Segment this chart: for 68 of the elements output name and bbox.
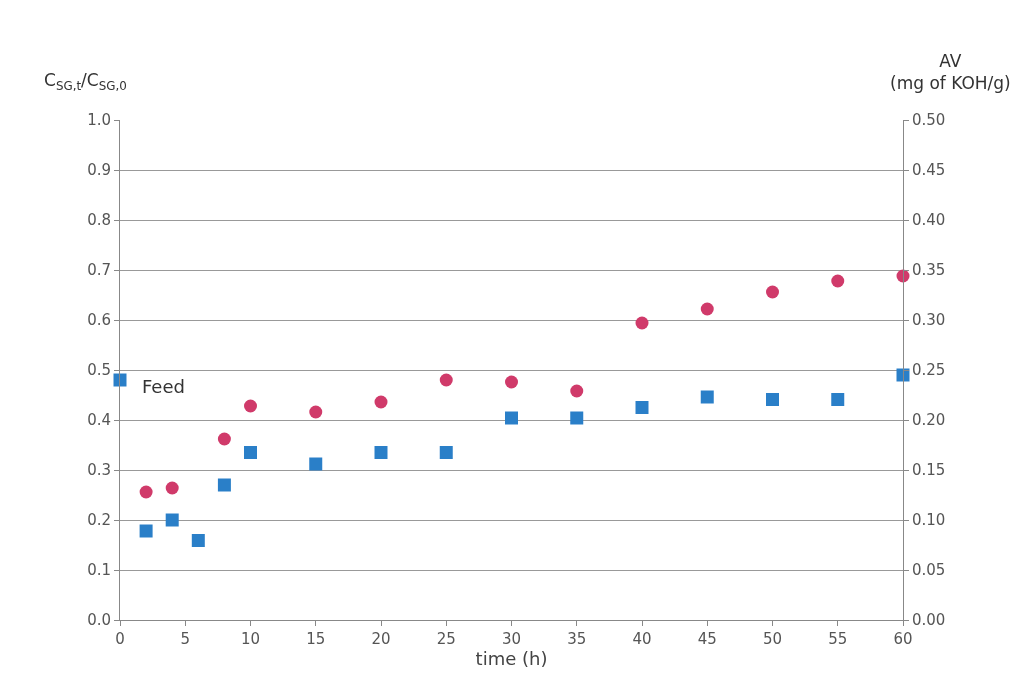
y2-tick-label: 0.40 [912, 211, 946, 230]
point [766, 393, 779, 406]
point [244, 399, 257, 413]
point [635, 401, 649, 414]
point [374, 395, 388, 409]
y2-tick-label: 0.10 [912, 511, 946, 530]
y2-tick-label: 0.05 [912, 561, 946, 580]
y2-tick-label: 0.30 [912, 311, 946, 330]
y2-tick-label: 0.25 [912, 361, 946, 380]
y2-tick-label: 0.15 [912, 461, 946, 480]
y-tick-label: 0.9 [87, 161, 111, 180]
point [766, 285, 779, 299]
point [570, 411, 584, 425]
point [139, 485, 153, 499]
x-tick-label: 30 [501, 630, 522, 648]
point [700, 302, 714, 316]
point [505, 411, 518, 425]
y-tick-label: 0.8 [87, 211, 111, 230]
point [831, 393, 845, 406]
y2-axis-title: AV (mg of KOH/g) [890, 51, 1011, 94]
x-axis-title: time (h) [475, 648, 548, 669]
point [191, 534, 205, 547]
x-tick-label: 10 [240, 630, 261, 648]
point [896, 368, 910, 382]
point [570, 384, 584, 398]
point [505, 375, 518, 389]
x-tick-label: 55 [828, 630, 848, 648]
y2-tick-label: 0.20 [912, 411, 946, 430]
x-tick-label: 60 [893, 630, 913, 648]
x-tick-label: 40 [632, 630, 652, 648]
point [635, 316, 649, 330]
point [439, 446, 453, 459]
point [309, 405, 323, 419]
y-tick-label: 0.2 [87, 511, 111, 530]
y2-tick-label: 0.50 [912, 111, 946, 130]
point [139, 524, 153, 538]
point [439, 373, 453, 387]
x-tick-label: 20 [371, 630, 391, 648]
point [309, 457, 323, 471]
y-axis-title: C$_{SG,t}$/C$_{SG,0}$ [44, 70, 127, 93]
point [700, 390, 714, 404]
point [165, 513, 179, 527]
y-tick-label: 0.6 [87, 311, 111, 330]
y-tick-label: 1.0 [87, 111, 111, 130]
x-tick-label: 15 [306, 630, 326, 648]
y2-tick-label: 0.00 [912, 611, 946, 630]
point [113, 373, 127, 387]
point [217, 432, 231, 446]
x-tick-label: 25 [436, 630, 456, 648]
y-tick-label: 0.5 [87, 361, 111, 380]
x-tick-label: 45 [697, 630, 717, 648]
x-tick-label: 35 [567, 630, 587, 648]
y2-tick-label: 0.35 [912, 261, 946, 280]
annotation: Feed [142, 376, 185, 397]
point [374, 446, 388, 459]
y-tick-label: 0.4 [87, 411, 111, 430]
point [217, 478, 231, 492]
y-tick-label: 0.3 [87, 461, 111, 480]
x-tick-label: 50 [762, 630, 783, 648]
y2-tick-label: 0.45 [912, 161, 946, 180]
y-tick-label: 0.1 [87, 561, 111, 580]
x-tick-label: 5 [180, 630, 191, 648]
point [244, 446, 257, 459]
y-tick-label: 0.0 [87, 611, 111, 630]
x-tick-label: 0 [115, 630, 125, 648]
point [831, 274, 845, 288]
y-tick-label: 0.7 [87, 261, 111, 280]
point [165, 481, 179, 495]
